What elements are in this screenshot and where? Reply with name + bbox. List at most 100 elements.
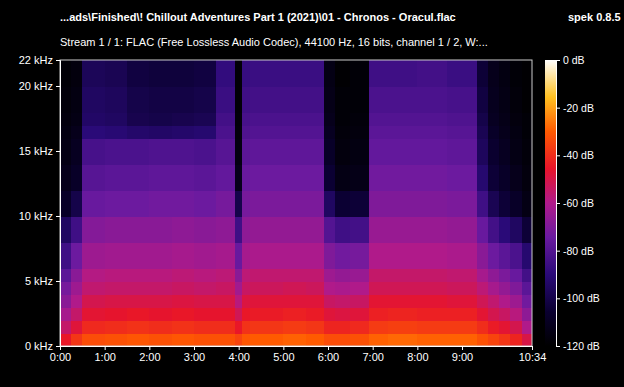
tick-mark [556, 346, 560, 347]
axis-line [557, 61, 561, 347]
cell [235, 138, 243, 165]
cell [60, 164, 72, 191]
cell [369, 281, 388, 295]
cell [283, 333, 306, 346]
cell [194, 281, 217, 295]
cell [216, 242, 235, 269]
cell [306, 112, 325, 126]
cell [105, 164, 128, 191]
cell [477, 125, 489, 139]
tick-mark [556, 155, 560, 156]
cell [194, 86, 217, 113]
tick: 7:00 [362, 346, 383, 363]
cell [105, 216, 128, 243]
cell [306, 216, 325, 243]
cell [194, 60, 217, 87]
cell [194, 138, 217, 165]
cell [335, 307, 350, 321]
tick: -40 dB [556, 149, 594, 161]
cell [172, 242, 195, 269]
cell [149, 307, 172, 321]
cell [417, 242, 447, 269]
cell [510, 307, 522, 321]
cell [522, 190, 532, 217]
cell [350, 125, 369, 139]
cell [235, 320, 243, 334]
cell [350, 190, 369, 217]
cell [324, 86, 336, 113]
tick-label: 8:00 [407, 351, 428, 363]
cell [242, 307, 250, 321]
cell [71, 138, 83, 165]
cell [60, 138, 72, 165]
cell [261, 216, 284, 243]
cell [417, 320, 447, 334]
cell [105, 60, 128, 87]
cell [250, 86, 262, 113]
cell [127, 60, 150, 87]
cell [235, 333, 243, 346]
tick: 15 kHz [19, 145, 60, 157]
tick: 2:00 [139, 346, 160, 363]
tick-mark [328, 346, 329, 350]
cell [335, 294, 350, 308]
tick-mark [56, 281, 60, 282]
cell [172, 281, 195, 295]
colorbar-axis: 0 dB-20 dB-40 dB-60 dB-80 dB-100 dB-120 … [556, 54, 600, 352]
cell [283, 320, 306, 334]
cell [250, 242, 262, 269]
cell [388, 268, 418, 282]
axis-line [56, 61, 61, 347]
cell [447, 138, 477, 165]
cell [71, 268, 83, 282]
cell [216, 138, 235, 165]
plot-area [60, 60, 532, 346]
cell [283, 138, 306, 165]
cell [82, 281, 105, 295]
tick-mark [556, 108, 560, 109]
cell [261, 320, 284, 334]
cell [60, 307, 72, 321]
cell [488, 281, 500, 295]
cell [306, 125, 325, 139]
cell [477, 112, 489, 126]
cell [488, 294, 500, 308]
cell [71, 112, 83, 126]
cell [324, 281, 336, 295]
cell [105, 190, 128, 217]
tick-label: 4:00 [228, 351, 249, 363]
tick: 10 kHz [19, 210, 60, 222]
cell [127, 281, 150, 295]
tick: 0 kHz [25, 340, 60, 352]
cell [324, 242, 336, 269]
cell [522, 333, 532, 346]
cell [306, 307, 325, 321]
cell [283, 125, 306, 139]
cell [105, 242, 128, 269]
cell [71, 333, 83, 346]
cell [335, 138, 350, 165]
cell [369, 294, 388, 308]
cell [235, 164, 243, 191]
cell [369, 242, 388, 269]
cell [194, 294, 217, 308]
cell [488, 112, 500, 126]
cell [235, 112, 243, 126]
cell [324, 294, 336, 308]
cell [242, 164, 250, 191]
cell [388, 333, 418, 346]
tick-label: 7:00 [362, 351, 383, 363]
cell [522, 242, 532, 269]
cell [149, 138, 172, 165]
tick-label: 0 kHz [25, 340, 53, 352]
cell [510, 86, 522, 113]
cell [499, 138, 511, 165]
cell [242, 138, 250, 165]
cell [194, 216, 217, 243]
tick-mark [56, 216, 60, 217]
cell [216, 60, 235, 87]
cell [324, 333, 336, 346]
cell [306, 281, 325, 295]
cell [149, 320, 172, 334]
cell [172, 86, 195, 113]
